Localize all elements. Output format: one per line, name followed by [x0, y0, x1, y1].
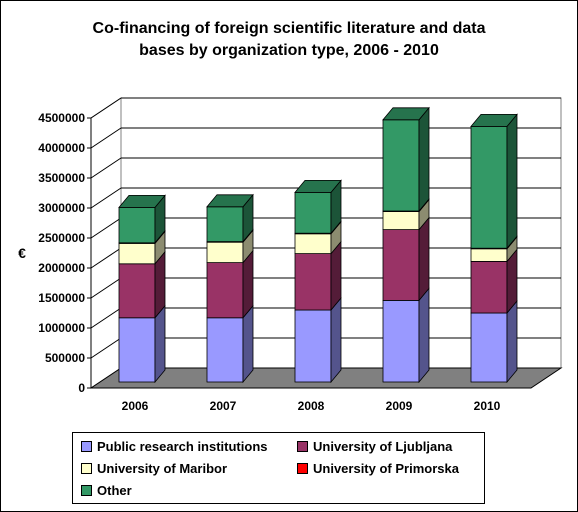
legend-swatch — [81, 485, 92, 496]
y-tick-label: 4500000 — [38, 111, 85, 125]
gridline-side — [90, 277, 122, 299]
x-tick-label: 2006 — [122, 399, 149, 413]
chart-title: Co-financing of foreign scientific liter… — [0, 18, 578, 62]
bar-segment — [118, 242, 156, 265]
chart-title-line-1: Co-financing of foreign scientific liter… — [92, 20, 486, 37]
y-tick-label: 1000000 — [38, 321, 85, 335]
legend-label: University of Ljubljana — [313, 439, 453, 454]
x-tick-label: 2007 — [210, 399, 237, 413]
bar-segment — [294, 191, 332, 234]
y-tick-label: 3000000 — [38, 201, 85, 215]
bar-top — [382, 107, 430, 121]
bar-segment — [470, 260, 508, 314]
legend-label: University of Maribor — [97, 461, 228, 476]
legend-swatch — [81, 463, 92, 474]
bar-segment-side — [506, 113, 518, 250]
bar-segment — [118, 206, 156, 244]
legend-label: University of Primorska — [313, 461, 459, 476]
legend-label: Other — [97, 483, 132, 498]
bar-segment — [470, 312, 508, 383]
legend-item: Other — [81, 483, 132, 498]
legend-swatch — [297, 441, 308, 452]
bar-segment-side — [154, 304, 166, 384]
legend-item: University of Ljubljana — [297, 439, 452, 454]
legend-item: Public research institutions — [81, 439, 268, 454]
bar-segment — [294, 253, 332, 311]
legend-item: University of Maribor — [81, 461, 227, 476]
gridline-side — [90, 187, 122, 209]
legend: Public research institutions University o… — [72, 432, 485, 504]
gridline-side — [90, 307, 122, 329]
legend-swatch — [81, 441, 92, 452]
chart-title-line-2: bases by organization type, 2006 - 2010 — [139, 42, 439, 59]
y-axis-label: € — [18, 245, 26, 261]
bar-top — [206, 194, 254, 208]
bar-top — [294, 179, 342, 193]
bar-segment — [470, 248, 508, 262]
bar-segment-side — [242, 304, 254, 384]
bar-segment — [206, 206, 244, 243]
legend-item: University of Primorska — [297, 461, 459, 476]
y-tick-label: 1500000 — [38, 291, 85, 305]
gridline-side — [90, 97, 122, 119]
legend-swatch — [297, 463, 308, 474]
side-wall — [90, 97, 122, 389]
y-tick-label: 3500000 — [38, 171, 85, 185]
y-tick-label: 500000 — [45, 351, 85, 365]
bar-segment-side — [330, 296, 342, 384]
bar-top — [470, 114, 518, 127]
y-tick-label: 2000000 — [38, 261, 85, 275]
x-tick-label: 2010 — [474, 399, 501, 413]
bar-segment — [118, 263, 156, 319]
bar-segment — [382, 229, 420, 301]
gridline-side — [90, 337, 122, 359]
bar-segment-side — [506, 299, 518, 384]
y-tick-label: 0 — [78, 381, 85, 395]
bar-segment — [294, 309, 332, 383]
bar-segment — [206, 241, 244, 263]
y-tick-label: 2500000 — [38, 231, 85, 245]
bar-segment — [294, 233, 332, 255]
bar-segment — [206, 317, 244, 383]
gridline-side — [90, 217, 122, 239]
bar-segment — [382, 211, 420, 231]
bar-segment-side — [418, 216, 430, 302]
bar-segment-side — [418, 106, 430, 213]
legend-label: Public research institutions — [97, 439, 268, 454]
y-tick-label: 4000000 — [38, 141, 85, 155]
bar-segment — [206, 262, 244, 319]
bar-top — [118, 194, 166, 208]
bar-segment — [382, 299, 420, 383]
bar-segment — [382, 119, 420, 212]
gridline-side — [90, 127, 122, 149]
bar-segment-side — [418, 287, 430, 384]
bar-segment — [118, 317, 156, 383]
bar-segment — [470, 126, 508, 249]
gridline-side — [90, 157, 122, 179]
gridline-side — [90, 247, 122, 269]
x-tick-label: 2009 — [386, 399, 413, 413]
x-tick-label: 2008 — [298, 399, 325, 413]
